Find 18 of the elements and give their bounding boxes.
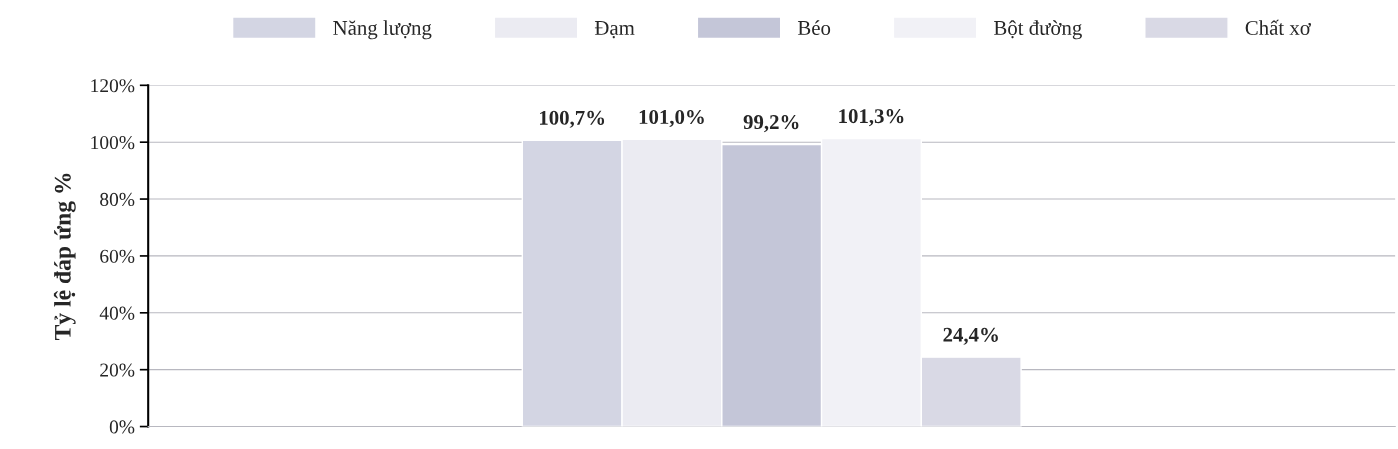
- y-tick-label: 0%: [109, 420, 135, 434]
- y-tick-label: 120%: [91, 79, 135, 93]
- legend-label: Béo: [797, 20, 831, 35]
- y-axis-title: Tỷ lệ đáp ứng %: [53, 173, 76, 341]
- y-tick-label: 80%: [100, 192, 135, 207]
- data-label: 99,2%: [743, 115, 799, 133]
- y-tick-label: 60%: [100, 249, 135, 263]
- y-tick-label: 20%: [100, 363, 135, 377]
- data-label: 100,7%: [539, 110, 605, 128]
- data-label: 101,3%: [839, 109, 904, 127]
- data-label: 101,0%: [639, 109, 704, 128]
- legend-label: Đạm: [594, 21, 635, 39]
- data-label: 24,4%: [943, 327, 998, 345]
- legend-label: Năng lượng: [333, 20, 432, 40]
- legend-label: Chất xơ: [1245, 19, 1312, 35]
- legend-label: Bột đường: [994, 20, 1082, 40]
- y-tick-label: 40%: [99, 306, 135, 320]
- y-tick-label: 100%: [91, 136, 135, 150]
